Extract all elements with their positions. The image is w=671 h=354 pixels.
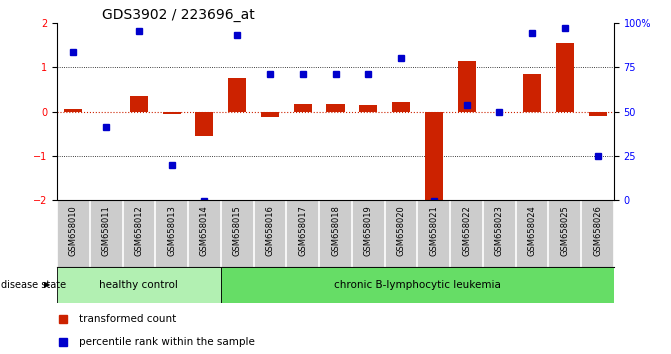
Text: GSM658025: GSM658025 xyxy=(560,205,569,256)
Text: healthy control: healthy control xyxy=(99,280,178,290)
Bar xyxy=(57,267,221,303)
Text: ▶: ▶ xyxy=(44,280,50,290)
Text: transformed count: transformed count xyxy=(79,314,176,324)
Text: GSM658012: GSM658012 xyxy=(134,205,144,256)
Text: GSM658018: GSM658018 xyxy=(331,205,340,256)
Bar xyxy=(556,43,574,112)
Text: GSM658011: GSM658011 xyxy=(102,205,111,256)
Text: disease state: disease state xyxy=(1,280,66,290)
Text: GSM658015: GSM658015 xyxy=(233,205,242,256)
Bar xyxy=(327,103,344,112)
Text: GSM658014: GSM658014 xyxy=(200,205,209,256)
Text: percentile rank within the sample: percentile rank within the sample xyxy=(79,337,255,347)
Text: GSM658026: GSM658026 xyxy=(593,205,602,256)
Bar xyxy=(221,267,614,303)
Text: GSM658013: GSM658013 xyxy=(167,205,176,256)
Bar xyxy=(458,61,476,112)
Text: chronic B-lymphocytic leukemia: chronic B-lymphocytic leukemia xyxy=(334,280,501,290)
Bar xyxy=(195,112,213,136)
Text: GSM658020: GSM658020 xyxy=(397,205,405,256)
Bar xyxy=(261,112,279,117)
Text: GSM658023: GSM658023 xyxy=(495,205,504,256)
Bar xyxy=(588,112,607,116)
Text: GSM658017: GSM658017 xyxy=(298,205,307,256)
Text: GSM658024: GSM658024 xyxy=(527,205,537,256)
Bar xyxy=(359,105,377,112)
Text: GSM658016: GSM658016 xyxy=(266,205,274,256)
Text: GSM658010: GSM658010 xyxy=(69,205,78,256)
Bar xyxy=(162,112,180,114)
Text: GDS3902 / 223696_at: GDS3902 / 223696_at xyxy=(101,8,254,22)
Text: GSM658022: GSM658022 xyxy=(462,205,471,256)
Bar xyxy=(523,74,541,112)
Bar xyxy=(392,102,410,112)
Text: GSM658019: GSM658019 xyxy=(364,205,373,256)
Bar xyxy=(130,96,148,112)
Bar xyxy=(228,78,246,112)
Bar xyxy=(425,112,443,201)
Bar xyxy=(64,109,83,112)
Text: GSM658021: GSM658021 xyxy=(429,205,438,256)
Bar xyxy=(97,112,115,113)
Bar xyxy=(294,103,312,112)
